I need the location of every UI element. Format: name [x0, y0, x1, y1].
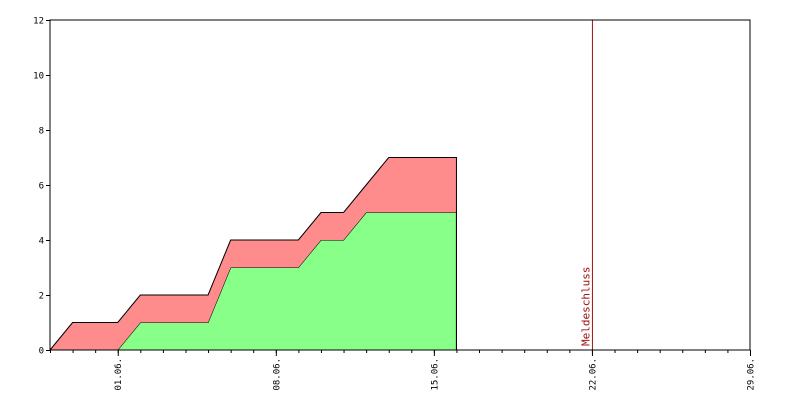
x-tick-label-2: 15.06.	[430, 358, 440, 391]
y-tick-label-1: 2	[39, 292, 44, 302]
series-0-area	[50, 212, 457, 350]
y-tick-label-0: 0	[39, 347, 44, 357]
x-tick-label-0: 01.06.	[114, 358, 124, 391]
y-axis: 0 2 4 6 8 10 12	[33, 17, 50, 357]
x-tick-label-3: 22.06.	[588, 358, 598, 391]
x-tick-label-1: 08.06.	[272, 358, 282, 391]
annotation-label-0: Meldeschluss	[579, 267, 592, 346]
y-tick-label-6: 12	[33, 17, 44, 27]
series-1-area	[50, 157, 457, 350]
y-tick-label-2: 4	[39, 237, 44, 247]
y-tick-label-3: 6	[39, 182, 44, 192]
y-tick-label-5: 10	[33, 72, 44, 82]
x-tick-label-4: 29.06.	[747, 358, 757, 391]
chart-areas	[49, 157, 457, 351]
chart-annotations: Meldeschluss	[579, 20, 593, 350]
y-tick-label-4: 8	[39, 127, 44, 137]
x-axis: 01.06. 08.06. 15.06. 22.06. 29.06.	[50, 350, 757, 391]
series-1-outline	[49, 157, 457, 351]
